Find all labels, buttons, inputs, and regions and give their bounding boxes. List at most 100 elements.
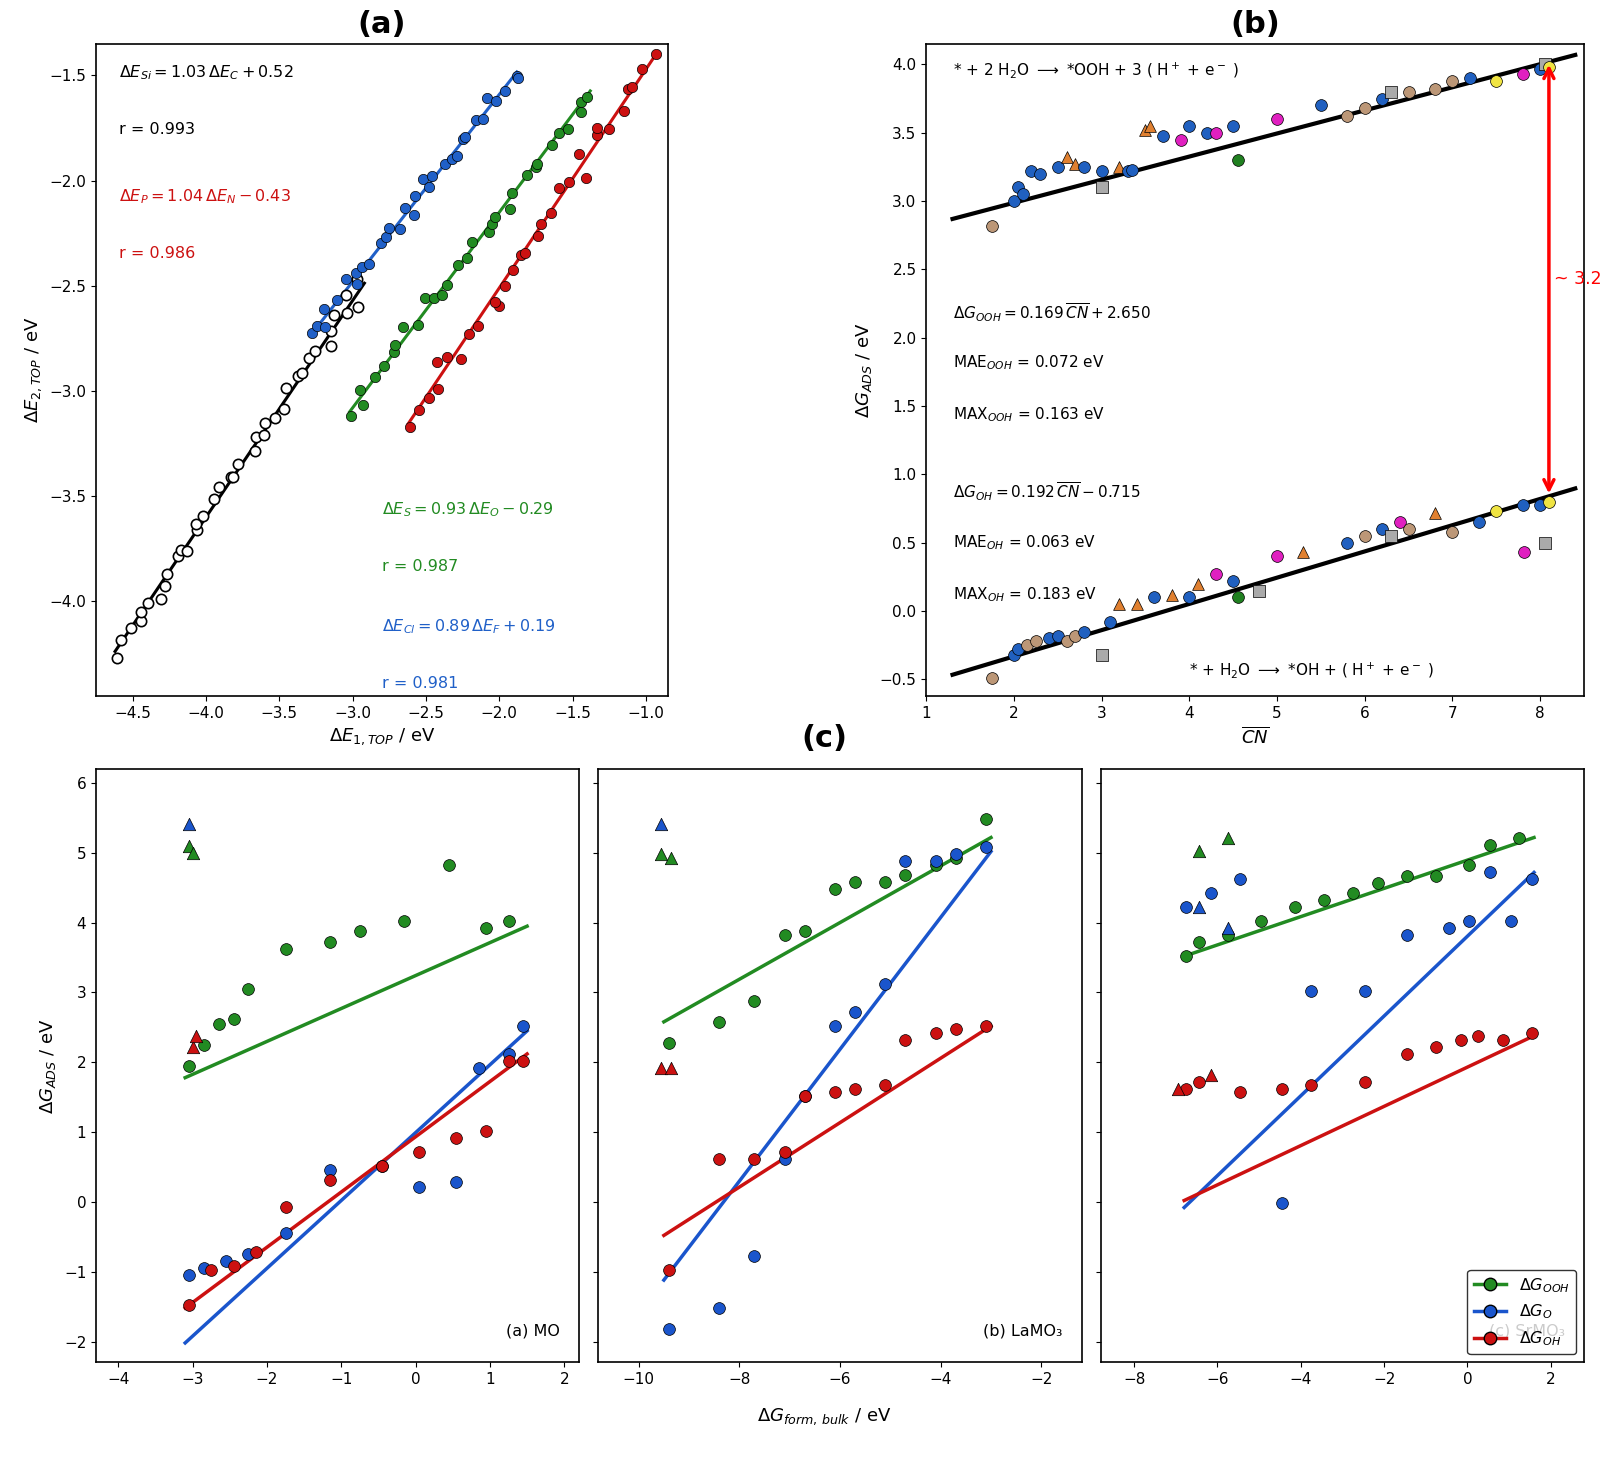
Point <box>1309 94 1334 117</box>
Point <box>317 1159 342 1182</box>
Point <box>1005 176 1030 199</box>
Point <box>1198 882 1224 905</box>
Point <box>1378 81 1403 104</box>
Point <box>179 841 205 864</box>
Y-axis label: $\Delta E_{2,TOP}$ / eV: $\Delta E_{2,TOP}$ / eV <box>22 316 43 423</box>
Point <box>525 152 550 176</box>
Point <box>1098 611 1123 634</box>
Point <box>434 272 459 296</box>
Point <box>429 283 454 306</box>
Point <box>1458 66 1483 89</box>
Point <box>437 854 462 878</box>
Point <box>1246 579 1272 602</box>
Point <box>1138 114 1163 138</box>
Point <box>318 334 344 357</box>
Point <box>272 1195 298 1219</box>
Point <box>568 89 594 113</box>
Point <box>1173 1077 1198 1100</box>
Point <box>648 842 674 866</box>
Point <box>243 425 269 448</box>
Point <box>1352 524 1378 548</box>
Point <box>443 1127 469 1150</box>
Point <box>406 398 432 422</box>
Point <box>555 117 581 141</box>
Point <box>942 1017 968 1040</box>
Point <box>1214 917 1240 941</box>
Point <box>942 842 968 866</box>
Text: * + H$_2$O $\longrightarrow$ *OH + ( H$^+$ + e$^-$ ): * + H$_2$O $\longrightarrow$ *OH + ( H$^… <box>1189 659 1434 680</box>
Point <box>218 466 243 489</box>
Point <box>349 255 374 278</box>
Point <box>1456 910 1482 933</box>
Point <box>317 930 342 954</box>
Point <box>1394 1042 1419 1065</box>
Point <box>707 1009 733 1033</box>
Point <box>176 1263 202 1286</box>
Point <box>1510 63 1536 86</box>
Point <box>318 319 344 343</box>
Point <box>1483 69 1509 92</box>
Legend: $\Delta G_{OOH}$, $\Delta G_O$, $\Delta G_{OH}$: $\Delta G_{OOH}$, $\Delta G_O$, $\Delta … <box>1467 1270 1576 1355</box>
Point <box>338 404 363 428</box>
Point <box>1224 586 1250 609</box>
Point <box>118 615 144 639</box>
Point <box>434 346 459 369</box>
Point <box>1106 155 1131 179</box>
Point <box>1507 826 1533 850</box>
Point <box>1054 145 1080 168</box>
Point <box>466 315 491 338</box>
Point <box>402 185 427 208</box>
Point <box>1299 1072 1325 1096</box>
Text: $\Delta G_{OOH} = 0.169\,\overline{CN} + 2.650$: $\Delta G_{OOH} = 0.169\,\overline{CN} +… <box>952 302 1150 324</box>
Point <box>128 609 154 633</box>
Point <box>482 290 507 314</box>
Point <box>1045 624 1070 648</box>
Point <box>373 226 398 249</box>
Point <box>1214 826 1240 850</box>
Point <box>1062 152 1088 176</box>
Point <box>448 347 474 371</box>
Point <box>1440 520 1466 544</box>
Point <box>643 42 669 66</box>
Text: * + 2 H$_2$O $\longrightarrow$ *OOH + 3 ( H$^+$ + e$^-$ ): * + 2 H$_2$O $\longrightarrow$ *OOH + 3 … <box>952 60 1238 81</box>
Point <box>176 1055 202 1078</box>
Point <box>312 315 338 338</box>
Point <box>923 1021 949 1045</box>
Point <box>299 321 325 344</box>
Point <box>1291 541 1317 564</box>
Point <box>347 378 373 401</box>
Point <box>893 850 918 873</box>
Text: $\Delta G_{form,\,bulk}$ / eV: $\Delta G_{form,\,bulk}$ / eV <box>757 1406 891 1427</box>
Point <box>493 79 518 103</box>
Point <box>1490 1028 1515 1052</box>
Point <box>1186 1069 1211 1093</box>
Point <box>1477 832 1502 856</box>
Point <box>168 538 194 561</box>
Point <box>456 322 482 346</box>
Point <box>1186 573 1211 596</box>
Point <box>1186 895 1211 919</box>
Point <box>1334 104 1360 127</box>
Point <box>155 563 181 586</box>
Point <box>272 1222 298 1245</box>
Point <box>1090 160 1115 183</box>
Point <box>333 267 358 290</box>
Point <box>973 835 998 858</box>
Point <box>1133 119 1158 142</box>
Point <box>477 221 502 245</box>
Point <box>1512 541 1538 564</box>
Point <box>402 202 427 226</box>
Point <box>104 646 130 670</box>
Point <box>190 1033 216 1056</box>
Point <box>1022 630 1048 653</box>
Point <box>1123 592 1149 615</box>
Point <box>1158 583 1184 607</box>
Point <box>432 152 458 176</box>
Text: (c) SrMO₃: (c) SrMO₃ <box>1488 1324 1565 1339</box>
Point <box>346 294 371 318</box>
Point <box>134 592 160 615</box>
Point <box>1186 930 1211 954</box>
Point <box>454 246 480 270</box>
Point <box>419 164 445 188</box>
Point <box>202 488 227 511</box>
